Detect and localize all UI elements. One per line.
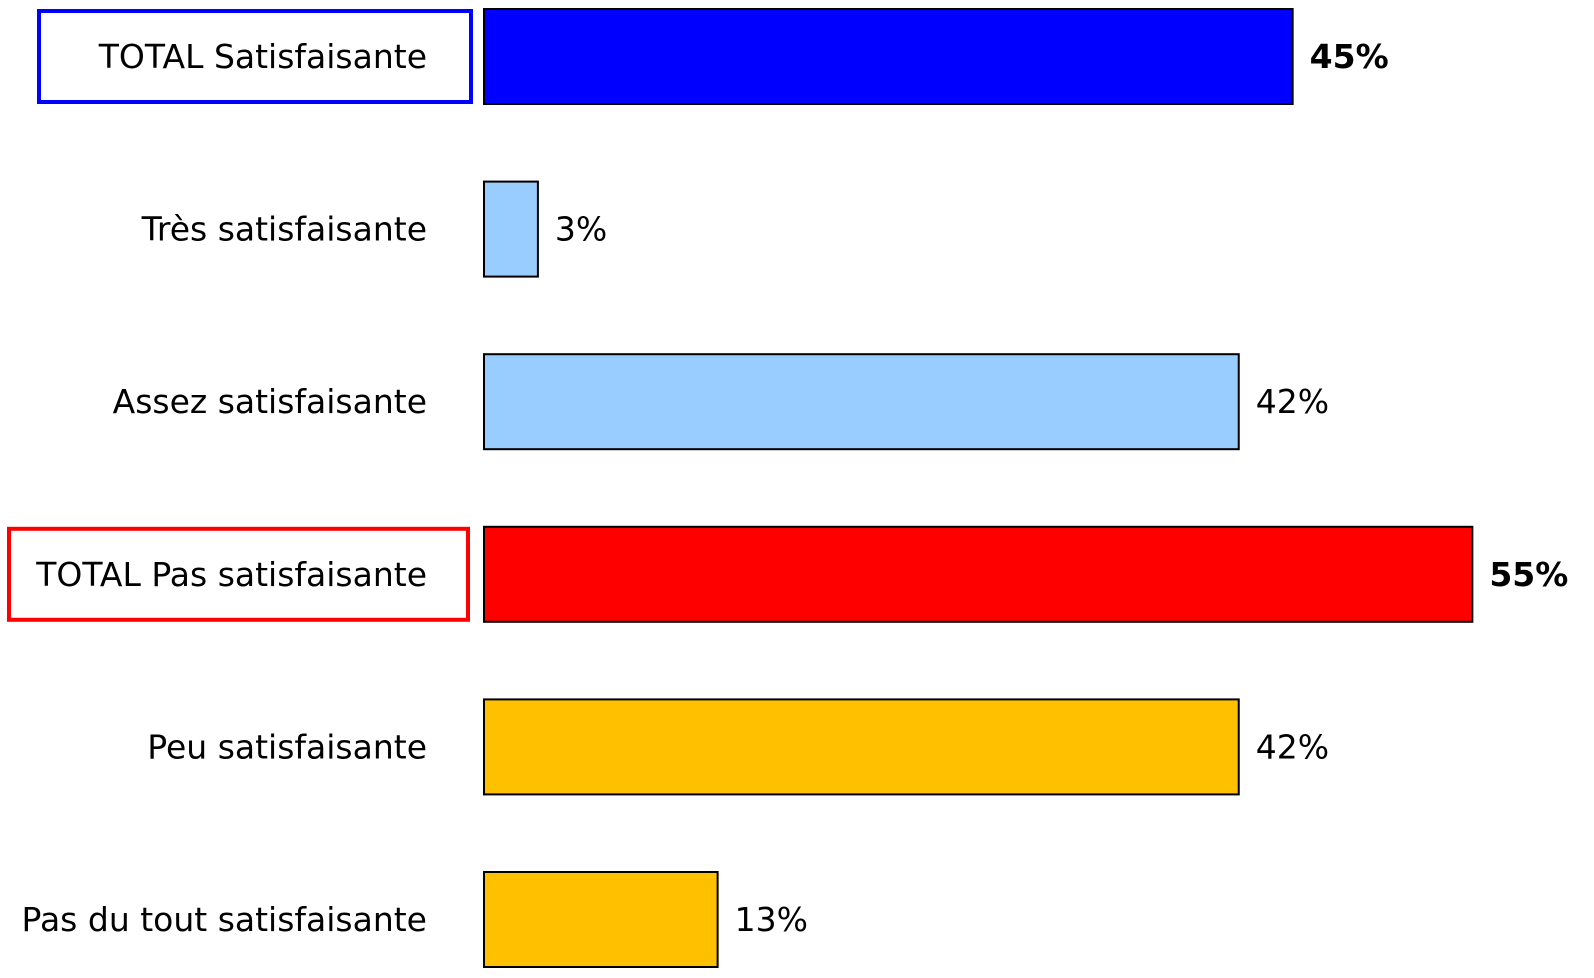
category-label: Assez satisfaisante [113, 382, 427, 421]
category-label: Peu satisfaisante [147, 727, 427, 766]
category-label: TOTAL Pas satisfaisante [35, 555, 427, 594]
value-label: 42% [1256, 727, 1329, 766]
value-label: 42% [1256, 382, 1329, 421]
value-label: 3% [555, 210, 607, 249]
total-highlight-box [7, 526, 470, 622]
bar [483, 698, 1240, 796]
value-label: 13% [735, 900, 808, 939]
value-label: 55% [1489, 555, 1568, 594]
bar [483, 8, 1294, 105]
bar [483, 871, 719, 968]
value-label: 45% [1310, 37, 1389, 76]
bar [483, 353, 1240, 451]
bar [483, 525, 1474, 623]
category-label: TOTAL Satisfaisante [98, 37, 427, 76]
category-label: Très satisfaisante [141, 210, 427, 249]
bar [483, 180, 539, 278]
category-label: Pas du tout satisfaisante [22, 900, 427, 939]
total-highlight-box [37, 9, 473, 104]
